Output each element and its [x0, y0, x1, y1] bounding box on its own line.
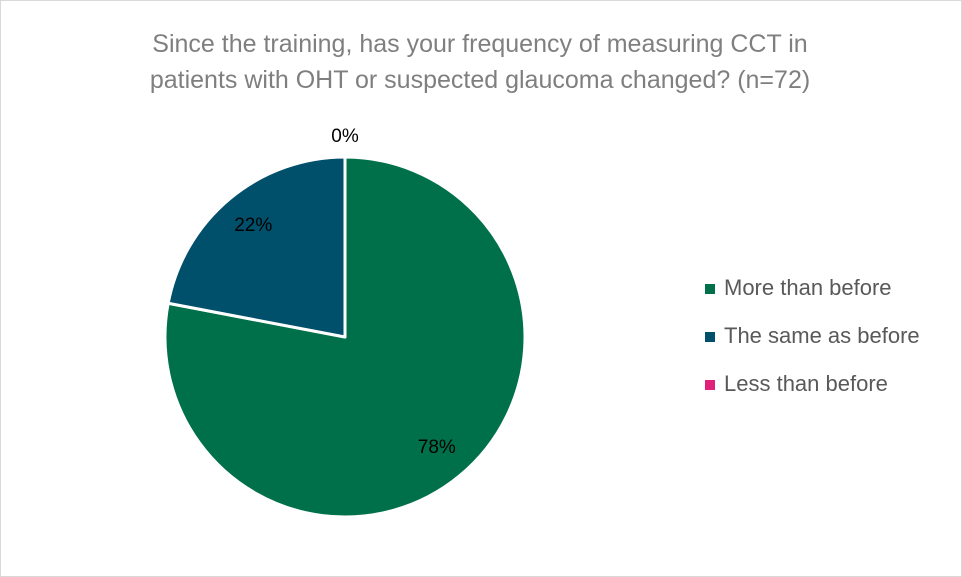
data-label: 0% — [331, 126, 359, 147]
legend-swatch — [705, 284, 715, 294]
legend-label: More than before — [724, 275, 892, 300]
pie-slice — [163, 155, 527, 519]
data-label: 22% — [234, 215, 272, 236]
legend-swatch — [705, 380, 715, 390]
chart-title: Since the training, has your frequency o… — [149, 30, 811, 94]
data-label: 78% — [418, 437, 456, 458]
pie-slice — [166, 155, 347, 339]
legend-label: The same as before — [724, 323, 920, 348]
legend-swatch — [705, 332, 715, 342]
legend-label: Less than before — [724, 371, 888, 396]
